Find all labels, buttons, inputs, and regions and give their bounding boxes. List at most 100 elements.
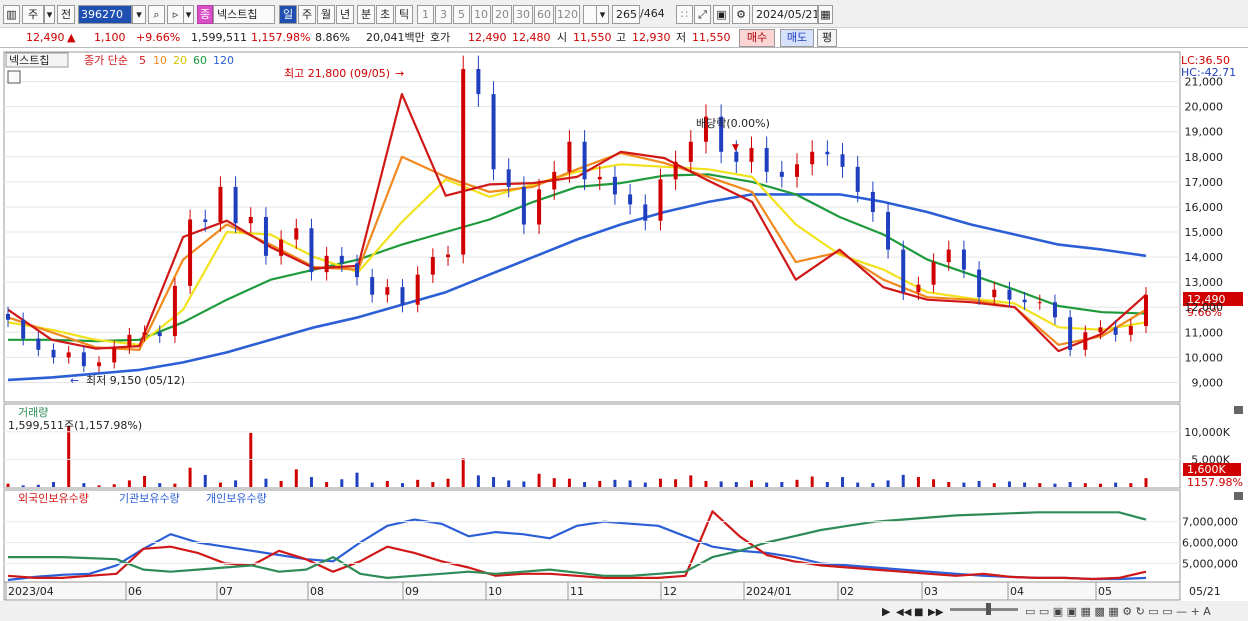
price-tick-label: 14,000 [1185, 251, 1224, 264]
tab-tick[interactable]: 틱 [395, 5, 413, 24]
first-page-icon[interactable]: ◀◀ [896, 607, 912, 618]
bottom-toolbar [0, 601, 1248, 621]
candle-body [977, 269, 982, 298]
candle-body [688, 141, 693, 162]
pane-settings-icon[interactable] [7, 70, 21, 84]
stock-badge: 종 [197, 5, 213, 24]
tab-yearly[interactable]: 년 [336, 5, 354, 24]
zoom-slider-thumb[interactable] [986, 603, 991, 615]
search-icon[interactable]: ⌕ [148, 5, 165, 24]
ma10-line [7, 151, 1147, 351]
candle-body [81, 352, 86, 367]
stock-name[interactable]: 넥스트칩 [213, 5, 275, 24]
candle-body [825, 151, 830, 155]
scroll-right-icon[interactable]: ▶ [882, 605, 891, 618]
holding-legend-foreign: 외국인보유수량 [18, 492, 89, 505]
interval-1[interactable]: 1 [417, 5, 434, 24]
interval-120[interactable]: 120 [555, 5, 580, 24]
candle-body [931, 262, 936, 285]
holding-line-1 [7, 510, 1147, 581]
prev-button[interactable]: 전 [57, 5, 75, 24]
x-axis-ticks: 2023/04 06 07 08 09 10 11 12 2024/01 02 03 04 05 05/2… [5, 582, 1221, 600]
legend-ma120: 120 [213, 54, 234, 67]
open-label: 시 [557, 31, 568, 44]
moving-average-lines [7, 92, 1147, 382]
volume-bar [886, 480, 890, 487]
speaker-icon[interactable]: ▹ [167, 5, 184, 24]
last-page-icon[interactable]: ▶▶ [928, 607, 944, 618]
grid-icon[interactable]: ∷ [676, 5, 693, 24]
speaker-dropdown-icon[interactable]: ▾ [183, 5, 194, 24]
save-icon[interactable]: ▣ [713, 5, 730, 24]
zoom-slider[interactable] [950, 608, 1018, 611]
candle-body [870, 191, 875, 212]
candle-body [461, 69, 466, 255]
holding-tick-label: 5,000,000 [1182, 557, 1238, 570]
period-mode-select[interactable]: 주 [22, 5, 44, 24]
candle-body [916, 284, 921, 293]
x-tick-label: 02 [840, 585, 854, 598]
chevron-down-icon[interactable]: ▾ [44, 5, 55, 24]
candle-body [233, 186, 238, 224]
high-label: 고 [616, 31, 627, 44]
volume-bar [932, 479, 936, 487]
price-tick-label: 11,000 [1185, 326, 1224, 339]
corner-hc: HC:-42.71 [1181, 66, 1236, 79]
gear-icon[interactable]: ⚙ [732, 5, 750, 24]
x-tick-label: 04 [1010, 585, 1024, 598]
volume-bar [6, 483, 10, 487]
dividend-annotation: 배당락(0.00%) [696, 117, 770, 130]
interval-10[interactable]: 10 [471, 5, 491, 24]
tab-weekly[interactable]: 주 [298, 5, 316, 24]
sell-button[interactable]: 매도 [780, 29, 814, 47]
candle-body [946, 249, 951, 263]
tab-monthly[interactable]: 월 [317, 5, 335, 24]
candle-body [795, 164, 800, 177]
code-dropdown-icon[interactable]: ▾ [132, 5, 146, 24]
date-input[interactable]: 2024/05/21 [752, 5, 818, 24]
candle-body [734, 151, 739, 162]
volume-bar [97, 485, 101, 487]
interval-5[interactable]: 5 [453, 5, 470, 24]
interval-60[interactable]: 60 [534, 5, 554, 24]
price-tick-label: 18,000 [1185, 151, 1224, 164]
holding-close-icon[interactable] [1234, 492, 1243, 500]
interval-3[interactable]: 3 [435, 5, 452, 24]
tab-minute[interactable]: 분 [357, 5, 375, 24]
custom-interval-dropdown-icon[interactable]: ▾ [596, 5, 609, 24]
layout-icon[interactable]: ▥ [3, 5, 20, 24]
volume-bar [431, 482, 435, 487]
price-tick-label: 16,000 [1185, 201, 1224, 214]
tool-icons[interactable]: ▭ ▭ ▣ ▣ ▦ ▩ ▦ ⚙ ↻ ▭ ▭ — + A [1025, 605, 1211, 618]
interval-20[interactable]: 20 [492, 5, 512, 24]
stock-code-input[interactable]: 396270 [78, 5, 132, 24]
x-tick-label: 07 [219, 585, 233, 598]
interval-30[interactable]: 30 [513, 5, 533, 24]
tab-second[interactable]: 초 [376, 5, 394, 24]
candle-body [279, 239, 284, 256]
volume-bar [340, 479, 344, 487]
candle-body [855, 166, 860, 192]
crosshair-icon[interactable]: ⤢ [694, 5, 711, 24]
candle-body [552, 171, 557, 190]
candle-body [6, 314, 10, 320]
buy-button[interactable]: 매수 [739, 29, 775, 47]
tab-daily[interactable]: 일 [279, 5, 297, 24]
candle-body [521, 186, 526, 225]
legend-ma20: 20 [173, 54, 187, 67]
bar-count-input[interactable]: 265 [612, 5, 640, 24]
quote-bar: 12,490 ▲ 1,100 +9.66% 1,599,511 1,157.98… [0, 28, 1248, 48]
volume-bar [203, 474, 207, 487]
volume-bar [780, 482, 784, 487]
volume-bar [522, 481, 526, 487]
candle-body [703, 116, 708, 142]
candle-body [127, 334, 132, 348]
calendar-icon[interactable]: ▦ [818, 5, 833, 24]
candle-body [719, 116, 724, 152]
stop-icon[interactable]: ■ [914, 607, 923, 618]
high-annotation: 최고 21,800 (09/05) [284, 67, 390, 80]
candle-body [370, 277, 375, 295]
evaluate-button[interactable]: 평 [817, 29, 837, 47]
x-tick-label: 12 [663, 585, 677, 598]
volume-close-icon[interactable] [1234, 406, 1243, 414]
